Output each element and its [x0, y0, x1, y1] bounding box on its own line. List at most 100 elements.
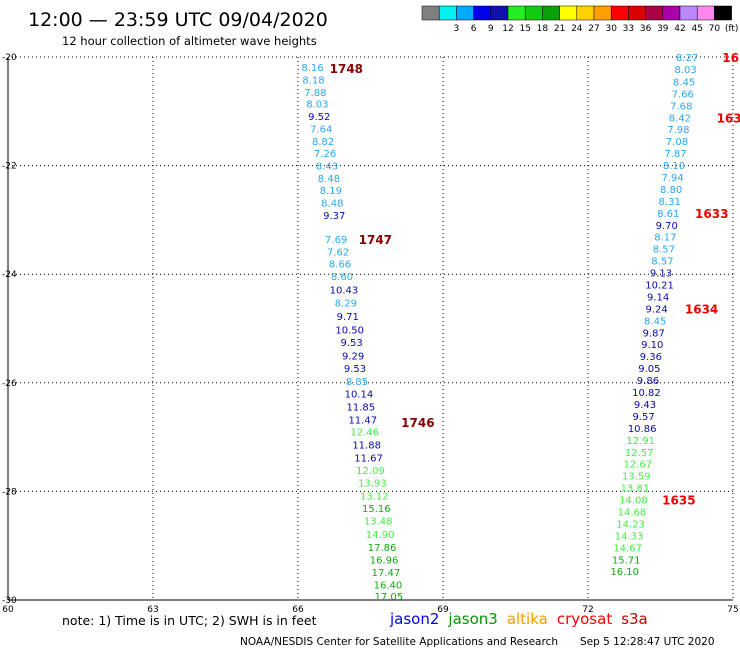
wave-height-value: 7.94	[661, 173, 683, 184]
wave-height-value: 14.08	[619, 496, 648, 507]
wave-height-value: 8.10	[663, 161, 685, 172]
scale-swatch	[456, 5, 474, 21]
time-label: 1748	[330, 62, 363, 76]
scale-swatch	[645, 5, 664, 21]
wave-height-value: 7.62	[327, 247, 349, 258]
wave-height-value: 8.31	[659, 197, 681, 208]
time-label: 1747	[359, 233, 392, 247]
wave-height-value: 14.90	[366, 530, 395, 541]
scale-swatch	[490, 5, 509, 21]
wave-height-value: 7.08	[666, 137, 688, 148]
x-tick-label: 75	[727, 605, 738, 615]
wave-height-value: 11.47	[348, 416, 377, 427]
scale-label: 30	[605, 24, 617, 34]
scale-label: 27	[588, 24, 599, 34]
wave-height-value: 9.86	[637, 376, 659, 387]
wave-height-value: 14.67	[613, 543, 642, 554]
wave-height-value: 17.05	[375, 592, 404, 603]
wave-height-value: 8.80	[660, 185, 682, 196]
wave-height-value: 17.86	[368, 543, 397, 554]
time-label: 163	[717, 111, 740, 125]
satellite-legend-jason3: jason3	[447, 610, 497, 628]
scale-label: 15	[519, 24, 530, 34]
chart-subtitle: 12 hour collection of altimeter wave hei…	[62, 34, 317, 48]
wave-height-value: 9.53	[341, 338, 363, 349]
scale-label: 36	[640, 24, 652, 34]
y-tick-label: -30	[2, 596, 17, 606]
time-label: 1746	[401, 416, 434, 430]
wave-height-value: 15.16	[362, 504, 391, 515]
wave-height-value: 13.12	[360, 492, 389, 503]
satellite-legend: jason2 jason3 altika cryosat s3a	[389, 610, 648, 628]
scale-label: 18	[537, 24, 549, 34]
footer-timestamp: Sep 5 12:28:47 UTC 2020	[580, 636, 715, 648]
wave-height-value: 8.48	[318, 174, 340, 185]
footer-note: note: 1) Time is in UTC; 2) SWH is in fe…	[62, 613, 317, 628]
wave-height-value: 10.43	[330, 285, 359, 296]
scale-swatch	[576, 5, 595, 21]
wave-height-value: 9.14	[647, 292, 669, 303]
wave-height-value: 8.29	[335, 298, 357, 309]
chart-title: 12:00 — 23:59 UTC 09/04/2020	[28, 9, 328, 31]
scale-swatch	[507, 5, 526, 21]
wave-height-points: 8.168.187.888.039.527.648.827.268.438.48…	[301, 53, 698, 603]
wave-height-value: 8.60	[331, 272, 353, 283]
wave-height-value: 9.53	[344, 364, 366, 375]
wave-height-value: 9.10	[641, 340, 663, 351]
color-scale: 3 6 9 12 15 18 21 24 27 30 33 36 39 42 45 70 (ft)	[421, 5, 739, 34]
wave-height-value: 7.88	[304, 88, 326, 99]
wave-height-value: 8.19	[320, 186, 342, 197]
wave-height-value: 12.67	[623, 460, 652, 471]
wave-height-value: 10.21	[645, 281, 674, 292]
scale-swatch	[559, 5, 578, 21]
wave-height-value: 8.03	[675, 65, 697, 76]
scale-label: 9	[488, 24, 494, 34]
x-tick-label: 72	[582, 605, 593, 615]
scale-swatch	[628, 5, 646, 21]
scale-label: 70	[709, 24, 721, 34]
time-label: 1634	[685, 302, 718, 316]
scale-label: 21	[554, 24, 565, 34]
wave-height-value: 9.87	[643, 328, 665, 339]
wave-height-value: 8.16	[301, 63, 323, 74]
wave-height-value: 11.85	[347, 403, 376, 414]
scale-label: 33	[623, 24, 634, 34]
wave-height-value: 13.48	[364, 517, 393, 528]
wave-height-value: 15.71	[612, 555, 641, 566]
wave-height-value: 7.26	[314, 149, 336, 160]
wave-height-value: 8.45	[644, 316, 666, 327]
scale-swatch	[714, 5, 732, 21]
wave-height-value: 8.45	[673, 77, 695, 88]
scale-swatch	[593, 5, 612, 21]
time-label: 1633	[695, 207, 728, 221]
x-tick-label: 63	[147, 605, 158, 615]
wave-height-value: 10.86	[628, 424, 657, 435]
time-label: 16	[722, 51, 739, 65]
wave-height-value: 8.03	[306, 100, 328, 111]
wave-height-value: 13.59	[622, 472, 651, 483]
wave-height-value: 8.48	[321, 199, 343, 210]
scale-label: 42	[674, 24, 685, 34]
time-label: 1635	[662, 494, 695, 508]
y-tick-label: -24	[2, 270, 17, 280]
wave-height-value: 17.47	[372, 568, 401, 579]
wave-height-value: 14.33	[615, 531, 644, 542]
wave-height-value: 7.87	[664, 149, 686, 160]
wave-height-value: 9.52	[308, 112, 330, 123]
wave-height-value: 7.69	[325, 235, 347, 246]
scale-swatch	[662, 5, 681, 21]
wave-height-value: 11.88	[352, 441, 381, 452]
wave-height-value: 8.17	[654, 233, 676, 244]
wave-height-value: 12.57	[625, 448, 654, 459]
wave-height-value: 9.05	[638, 364, 660, 375]
wave-height-value: 9.71	[337, 312, 359, 323]
wave-height-value: 9.37	[323, 211, 345, 222]
wave-height-value: 8.43	[316, 162, 338, 173]
wave-height-value: 16.10	[610, 567, 639, 578]
footer-credit: NOAA/NESDIS Center for Satellite Applica…	[240, 636, 558, 648]
scale-swatch	[696, 5, 715, 21]
wave-height-value: 8.57	[651, 257, 673, 268]
wave-height-value: 14.68	[618, 507, 647, 518]
header: 12:00 — 23:59 UTC 09/04/2020 12 hour col…	[28, 9, 328, 48]
scale-label: (ft)	[725, 24, 739, 34]
